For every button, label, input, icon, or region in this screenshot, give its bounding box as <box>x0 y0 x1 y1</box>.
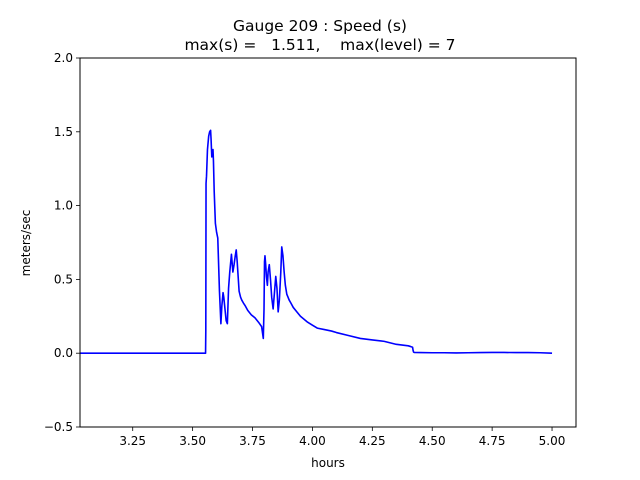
plot-area <box>80 129 553 355</box>
x-tick-label: 3.50 <box>179 434 206 448</box>
x-tick-label: 3.25 <box>119 434 146 448</box>
chart-title-line1: Gauge 209 : Speed (s) <box>233 17 407 35</box>
y-tick-label: 1.5 <box>54 125 73 139</box>
y-tick-label: 0.0 <box>54 346 73 360</box>
x-tick-label: 4.00 <box>299 434 326 448</box>
x-tick-label: 4.75 <box>479 434 506 448</box>
y-tick-label: 2.0 <box>54 51 73 65</box>
x-tick-label: 4.25 <box>359 434 386 448</box>
x-tick-label: 3.75 <box>239 434 266 448</box>
chart-title-line2: max(s) = 1.511, max(level) = 7 <box>184 36 455 54</box>
y-tick-label: 1.0 <box>54 199 73 213</box>
axes-frame <box>79 57 577 428</box>
y-tick-label: −0.5 <box>44 420 73 434</box>
axis-ticks: 3.25 3.50 3.75 4.00 4.25 4.50 4.75 5.00 −0.5 0.0 0… <box>44 51 566 448</box>
x-tick-label: 4.50 <box>419 434 446 448</box>
y-tick-label: 0.5 <box>54 272 73 286</box>
x-axis-label: hours <box>311 456 345 470</box>
y-axis-label: meters/sec <box>19 210 33 277</box>
x-tick-label: 5.00 <box>539 434 566 448</box>
series-line-0 <box>80 129 553 355</box>
